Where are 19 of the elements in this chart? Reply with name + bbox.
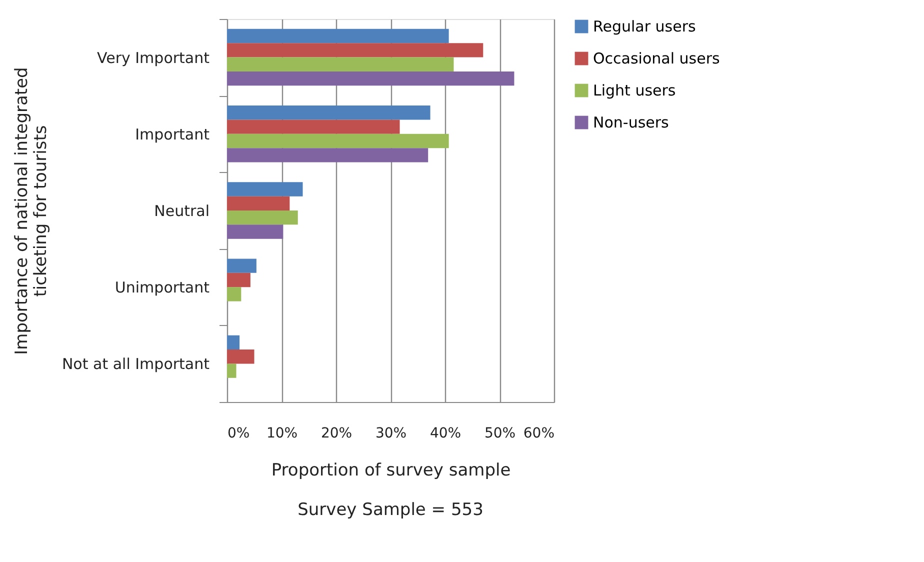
legend-label: Non-users [593, 114, 670, 132]
x-tick-label: 60% [523, 426, 554, 442]
x-tick-label: 20% [320, 426, 352, 442]
legend-label: Light users [593, 82, 676, 100]
y-axis-title: Importance of national integrated ticketing for tourists [12, 67, 51, 355]
text: Survey Sample = 553 [298, 500, 484, 520]
x-tick-label: 50% [484, 426, 516, 442]
y-tick-label: Important [135, 125, 210, 144]
y-tick-label: Very Important [97, 48, 210, 67]
y-tick-label: Neutral [154, 202, 210, 220]
legend-label: Regular users [593, 18, 696, 36]
x-axis-title: Proportion of survey sample [271, 460, 511, 480]
y-tick-label: Not at all Important [62, 355, 210, 374]
x-tick-label: 30% [375, 426, 407, 442]
x-tick-label: 0% [228, 426, 250, 442]
x-tick-label: 40% [430, 426, 462, 442]
y-tick-label: Unimportant [114, 278, 210, 297]
legend-label: Occasional users [593, 50, 720, 68]
x-tick-label: 10% [266, 426, 298, 442]
